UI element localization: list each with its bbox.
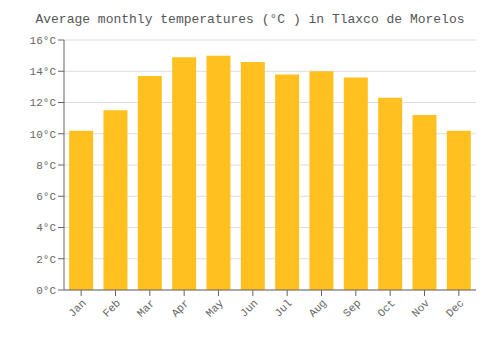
svg-text:2°C: 2°C: [36, 254, 56, 266]
svg-text:16°C: 16°C: [30, 35, 57, 47]
svg-text:Mar: Mar: [135, 297, 157, 319]
svg-text:May: May: [204, 297, 227, 320]
svg-text:Sep: Sep: [341, 297, 363, 319]
svg-text:Aug: Aug: [307, 297, 329, 319]
svg-text:14°C: 14°C: [30, 66, 57, 78]
svg-text:Jan: Jan: [66, 297, 88, 319]
svg-text:Nov: Nov: [410, 297, 433, 320]
svg-text:10°C: 10°C: [30, 129, 57, 141]
svg-text:Apr: Apr: [169, 297, 191, 319]
html-text:Average monthly temperatures (: Average monthly temperatures (°C ) in Tl…: [35, 12, 465, 27]
svg-text:Dec: Dec: [444, 297, 466, 319]
svg-text:Jul: Jul: [272, 297, 294, 319]
svg-text:8°C: 8°C: [36, 160, 56, 172]
svg-text:0°C: 0°C: [36, 285, 56, 297]
svg-text:12°C: 12°C: [30, 97, 57, 109]
svg-text:4°C: 4°C: [36, 222, 56, 234]
svg-text:Feb: Feb: [101, 297, 123, 319]
svg-text:6°C: 6°C: [36, 191, 56, 203]
svg-text:Oct: Oct: [375, 297, 397, 319]
svg-text:Jun: Jun: [238, 297, 260, 319]
